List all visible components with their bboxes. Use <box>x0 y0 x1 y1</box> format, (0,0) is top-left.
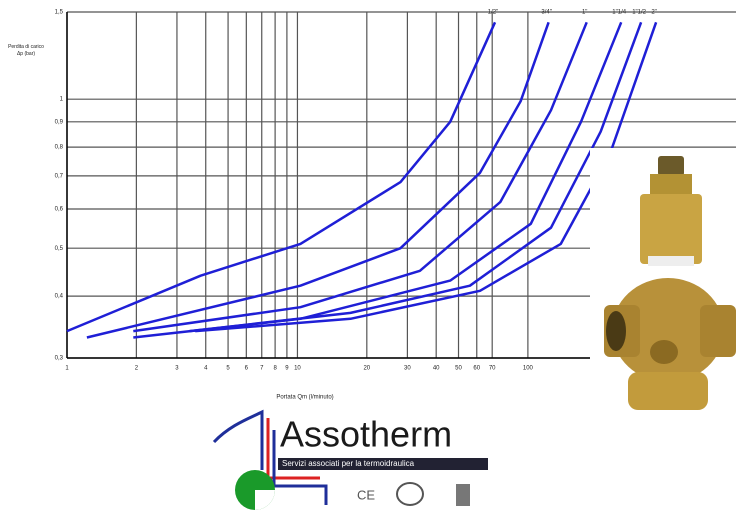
x-tick-label: 2 <box>135 366 139 372</box>
series-label: 1"1/4 <box>612 10 626 16</box>
y-tick-label: 0,9 <box>55 119 64 125</box>
y-axis-title-box: Perdita di carico Δp (bar) <box>8 44 44 57</box>
x-tick-label: 1 <box>65 366 69 372</box>
x-tick-label: 100 <box>523 366 534 372</box>
x-tick-label: 8 <box>273 366 277 372</box>
x-tick-label: 3 <box>175 366 179 372</box>
x-tick-label: 60 <box>473 366 480 372</box>
x-tick-label: 4 <box>204 366 208 372</box>
logo-name: Assotherm <box>280 414 452 455</box>
y-tick-label: 0,5 <box>55 246 64 252</box>
series-label: 3/4" <box>541 10 551 16</box>
x-tick-label: 6 <box>245 366 249 372</box>
x-tick-label: 30 <box>404 366 411 372</box>
ce-mark: CE <box>357 487 375 502</box>
y-axis-title: Perdita di carico Δp (bar) <box>8 44 44 57</box>
y-tick-label: 0,3 <box>55 356 64 362</box>
x-tick-label: 70 <box>489 366 496 372</box>
series-label: 1/2" <box>488 10 498 16</box>
y-tick-label: 0,6 <box>55 207 64 213</box>
x-tick-label: 7 <box>260 366 264 372</box>
y-tick-label: 0,8 <box>55 145 64 151</box>
y-tick-label: 0,7 <box>55 173 64 179</box>
y-tick-label: 1 <box>60 97 64 103</box>
logo-tagline: Servizi associati per la termoidraulica <box>282 459 415 468</box>
series-label: 1" <box>582 10 587 16</box>
x-tick-label: 9 <box>285 366 289 372</box>
x-tick-label: 20 <box>363 366 370 372</box>
series-line <box>189 21 643 333</box>
series-line <box>195 21 658 333</box>
x-tick-label: 40 <box>433 366 440 372</box>
x-axis-title: Portata Qm (l/minuto) <box>276 395 333 401</box>
valve-photo <box>590 148 736 428</box>
logo: Assotherm Servizi associati per la termo… <box>212 409 488 510</box>
series-line <box>133 21 588 333</box>
y-tick-label: 1,5 <box>55 10 64 16</box>
series-label: 2" <box>651 10 656 16</box>
x-tick-label: 5 <box>226 366 230 372</box>
x-tick-label: 10 <box>294 366 301 372</box>
y-tick-label: 0,4 <box>55 294 64 300</box>
x-tick-label: 50 <box>455 366 462 372</box>
series-line <box>86 21 550 339</box>
series-line <box>66 21 497 333</box>
series-label: 1"1/2 <box>632 10 646 16</box>
